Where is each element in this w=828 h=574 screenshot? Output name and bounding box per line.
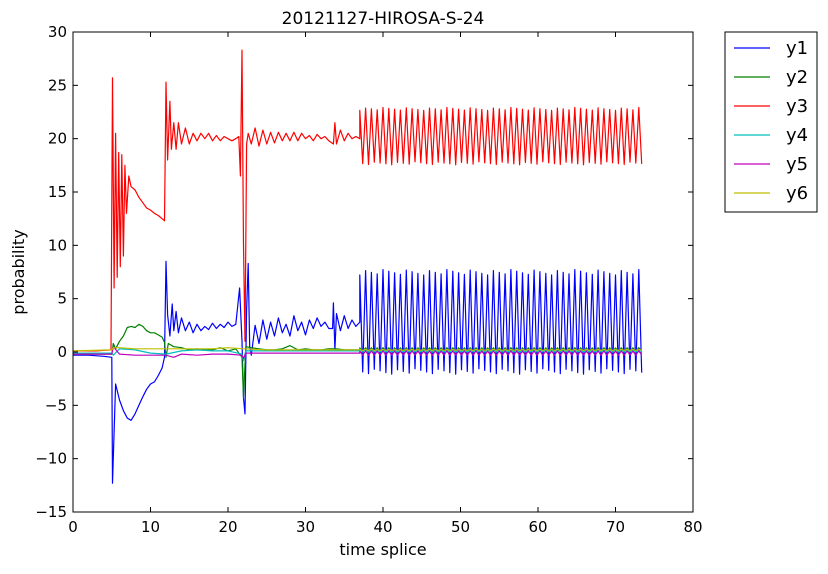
y-tick-label: 0 xyxy=(57,343,67,361)
legend-label-y5: y5 xyxy=(786,154,808,175)
x-axis-label: time splice xyxy=(339,540,426,559)
x-tick-label: 20 xyxy=(218,518,237,536)
legend-label-y3: y3 xyxy=(786,96,808,117)
x-tick-label: 50 xyxy=(451,518,470,536)
legend-label-y4: y4 xyxy=(786,125,808,146)
x-axis: 0 10 20 30 40 50 60 70 80 xyxy=(68,32,703,536)
y-tick-label: 30 xyxy=(48,23,67,41)
y-axis: −15 −10 −5 0 5 10 15 20 25 30 xyxy=(35,23,693,521)
series-line-y2 xyxy=(73,323,643,399)
legend-label-y1: y1 xyxy=(786,38,808,59)
y-tick-label: 25 xyxy=(48,76,67,94)
series-line-y3 xyxy=(73,49,643,352)
x-tick-label: 0 xyxy=(68,518,78,536)
series-line-y5 xyxy=(73,346,643,359)
series-line-y6 xyxy=(73,347,642,352)
x-tick-label: 30 xyxy=(296,518,315,536)
legend-label-y6: y6 xyxy=(786,183,808,204)
x-tick-label: 10 xyxy=(141,518,160,536)
legend-frame xyxy=(724,31,818,213)
x-tick-label: 60 xyxy=(528,518,547,536)
chart-title: 20121127-HIROSA-S-24 xyxy=(282,9,485,29)
y-tick-label: 20 xyxy=(48,130,67,148)
legend-label-y2: y2 xyxy=(786,67,808,88)
y-tick-label: −15 xyxy=(35,503,67,521)
x-tick-label: 70 xyxy=(606,518,625,536)
x-tick-label: 80 xyxy=(683,518,702,536)
legend: y1 y2 y3 y4 y5 y6 xyxy=(724,31,818,213)
y-tick-label: −5 xyxy=(45,396,67,414)
y-axis-label: probability xyxy=(9,229,28,314)
series-layer xyxy=(73,49,643,484)
y-tick-label: 10 xyxy=(48,236,67,254)
y-tick-label: 15 xyxy=(48,183,67,201)
series-line-y1 xyxy=(73,260,643,484)
x-tick-label: 40 xyxy=(373,518,392,536)
y-tick-label: 5 xyxy=(57,290,67,308)
y-tick-label: −10 xyxy=(35,450,67,468)
